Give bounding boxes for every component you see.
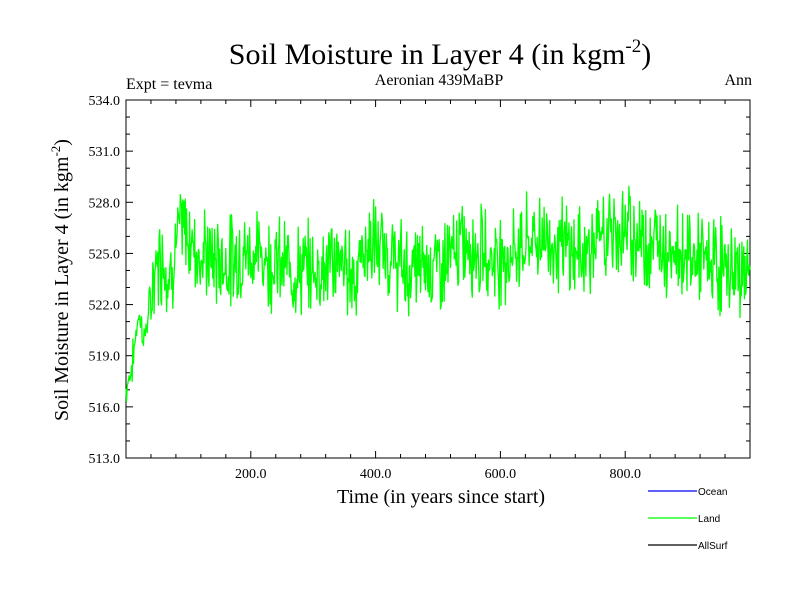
legend-label-ocean: Ocean [698,487,727,498]
subtitle-center: Aeronian 439MaBP [375,72,504,89]
y-tick-label: 534.0 [89,94,121,109]
x-axis-label: Time (in years since start) [337,486,545,508]
series-group [125,185,751,403]
legend-label-allsurf: AllSurf [698,541,728,552]
chart-title: Soil Moisture in Layer 4 (in kgm-2) [229,36,651,71]
x-tick-label: 600.0 [485,467,517,482]
x-tick-label: 400.0 [360,467,392,482]
plot-frame [125,99,751,459]
legend: Ocean Land AllSurf [648,487,728,552]
y-tick-label: 516.0 [89,401,121,416]
y-axis-ticks: 513.0 516.0 519.0 522.0 525.0 528.0 531.0 534.0 [89,94,750,467]
x-axis-ticks: 200.0 400.0 600.0 800.0 [150,100,726,482]
y-tick-label: 525.0 [89,247,121,262]
series-line-land [125,185,751,403]
subtitle-left: Expt = tevma [126,76,212,93]
y-tick-label: 531.0 [89,145,121,160]
legend-label-land: Land [698,514,720,525]
y-tick-label: 522.0 [89,299,121,314]
y-axis-label: Soil Moisture in Layer 4 (in kgm-2) [48,139,73,421]
x-tick-label: 800.0 [609,467,641,482]
y-tick-label: 528.0 [89,196,121,211]
x-tick-label: 200.0 [235,467,267,482]
y-tick-label: 519.0 [89,350,121,365]
y-tick-label: 513.0 [89,452,121,467]
subtitle-right: Ann [724,72,752,89]
